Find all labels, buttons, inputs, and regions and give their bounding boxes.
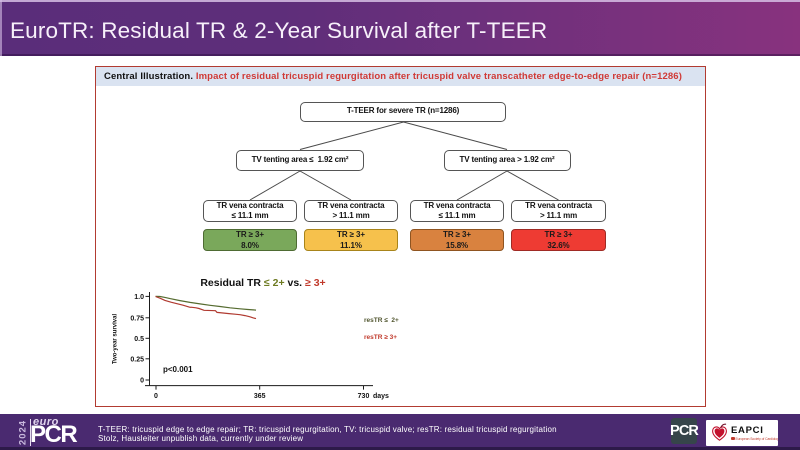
svg-text:0.5: 0.5 — [134, 336, 144, 343]
svg-text:resTR ≥ 3+: resTR ≥ 3+ — [364, 334, 397, 341]
svg-text:days: days — [373, 393, 389, 400]
svg-text:730: 730 — [358, 393, 370, 400]
svg-text:resTR ≤ 2+: resTR ≤ 2+ — [364, 317, 399, 324]
svg-text:0: 0 — [140, 378, 144, 385]
svg-text:0.25: 0.25 — [130, 356, 144, 363]
svg-text:365: 365 — [254, 393, 266, 400]
svg-text:0: 0 — [154, 393, 158, 400]
svg-text:1.0: 1.0 — [134, 294, 144, 301]
svg-text:0.75: 0.75 — [130, 315, 144, 322]
svg-text:p<0.001: p<0.001 — [163, 365, 193, 374]
svg-text:Two-year survival: Two-year survival — [113, 314, 119, 365]
